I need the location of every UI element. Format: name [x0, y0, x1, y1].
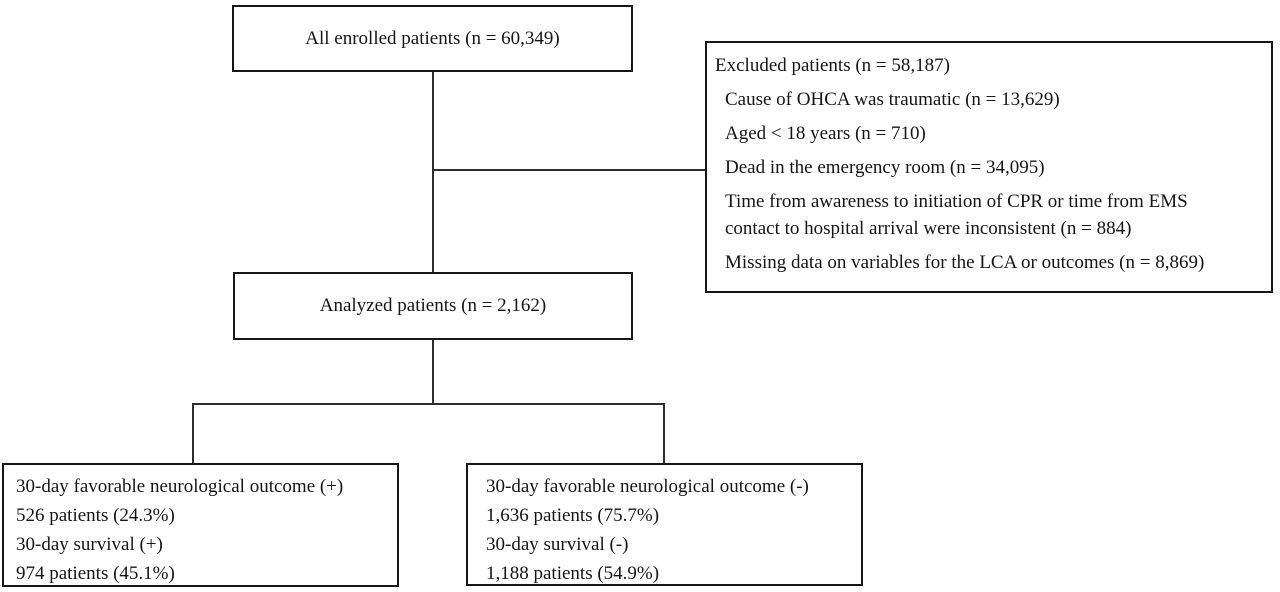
- connector-analyzed-to-branch: [432, 340, 434, 404]
- connector-to-excluded: [433, 169, 705, 171]
- favorable-neurological-label: 30-day favorable neurological outcome (+…: [16, 476, 344, 497]
- connector-branch-right-drop: [663, 403, 665, 463]
- excluded-reason-traumatic: Cause of OHCA was traumatic (n = 13,629): [725, 89, 1060, 110]
- unfavorable-neurological-label: 30-day favorable neurological outcome (-…: [486, 476, 809, 497]
- all-enrolled-patients-box: All enrolled patients (n = 60,349): [232, 5, 633, 72]
- unfavorable-outcome-box: 30-day favorable neurological outcome (-…: [466, 463, 863, 586]
- excluded-patients-title: Excluded patients (n = 58,187): [715, 55, 950, 76]
- connector-branch-horizontal: [192, 403, 665, 405]
- favorable-survival-count: 974 patients (45.1%): [16, 563, 175, 584]
- unfavorable-neurological-count: 1,636 patients (75.7%): [486, 505, 660, 526]
- all-enrolled-patients-label: All enrolled patients (n = 60,349): [305, 27, 560, 49]
- excluded-patients-box: Excluded patients (n = 58,187) Cause of …: [705, 41, 1273, 293]
- excluded-reason-missing-data: Missing data on variables for the LCA or…: [725, 252, 1205, 273]
- excluded-reason-dead-er: Dead in the emergency room (n = 34,095): [725, 157, 1045, 178]
- connector-branch-left-drop: [192, 403, 194, 463]
- unfavorable-survival-label: 30-day survival (-): [486, 534, 629, 555]
- unfavorable-survival-count: 1,188 patients (54.9%): [486, 563, 660, 584]
- analyzed-patients-label: Analyzed patients (n = 2,162): [319, 295, 547, 316]
- connector-enrolled-to-analyzed: [432, 72, 434, 272]
- favorable-outcome-box: 30-day favorable neurological outcome (+…: [2, 463, 399, 587]
- analyzed-patients-box: Analyzed patients (n = 2,162): [233, 272, 633, 340]
- excluded-reason-inconsistent-times: Time from awareness to initiation of CPR…: [725, 191, 1188, 239]
- favorable-survival-label: 30-day survival (+): [16, 534, 163, 555]
- favorable-neurological-count: 526 patients (24.3%): [16, 505, 175, 526]
- excluded-reason-age: Aged < 18 years (n = 710): [725, 123, 926, 144]
